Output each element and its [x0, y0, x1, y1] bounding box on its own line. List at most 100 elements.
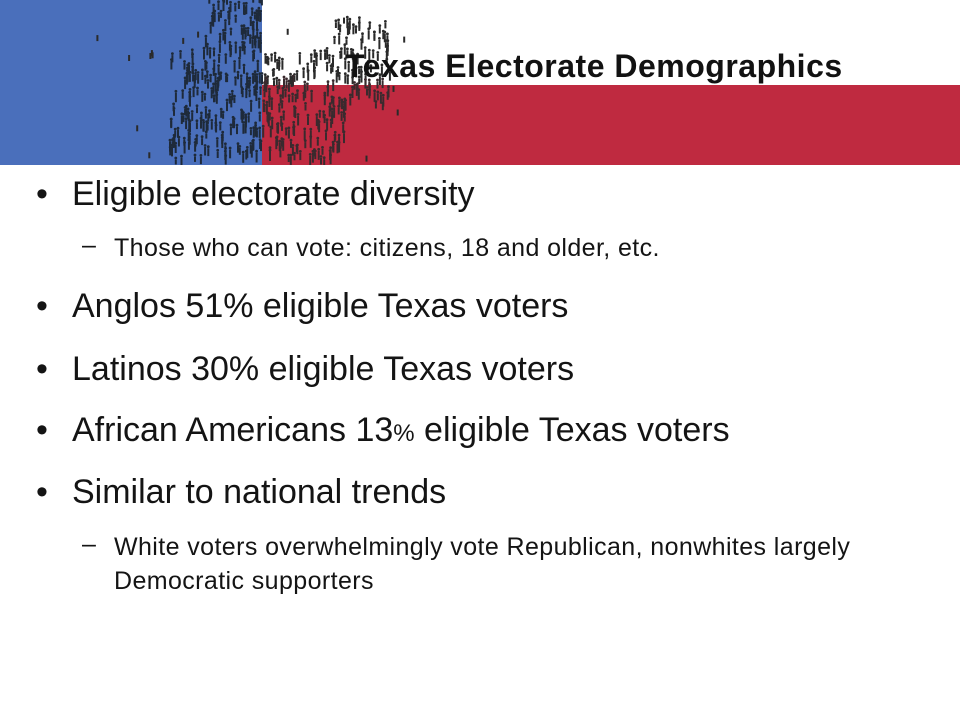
- crowd-figure-body: [292, 77, 294, 87]
- bullet-text: Anglos 51% eligible Texas voters: [72, 287, 569, 325]
- crowd-figure-head: [188, 88, 192, 91]
- crowd-figure-body: [263, 91, 266, 98]
- crowd-figure-body: [351, 71, 354, 80]
- crowd-figure-head: [206, 121, 210, 125]
- bullet-text: Eligible electorate diversity: [72, 175, 475, 213]
- crowd-figure-body: [258, 100, 261, 109]
- crowd-figure-head: [371, 49, 375, 52]
- crowd-figure-head: [343, 43, 347, 47]
- crowd-figure-head: [369, 64, 373, 67]
- crowd-figure-body: [372, 52, 375, 59]
- crowd-figure-head: [219, 9, 223, 13]
- crowd-figure-body: [353, 84, 356, 90]
- crowd-texas-map-image: [96, 0, 406, 165]
- crowd-figure-head: [259, 41, 262, 45]
- crowd-figure-head: [238, 145, 242, 148]
- crowd-figure-head: [292, 120, 296, 124]
- crowd-figure-body: [191, 51, 194, 58]
- crowd-figure-head: [291, 144, 295, 147]
- crowd-figure-head: [325, 47, 329, 50]
- crowd-figure-body: [257, 9, 260, 16]
- crowd-figure-body: [255, 76, 258, 85]
- crowd-figure-head: [190, 110, 194, 113]
- crowd-figure-body: [205, 133, 208, 139]
- crowd-figure-head: [255, 73, 259, 76]
- crowd-figure-head: [185, 71, 189, 75]
- crowd-figure-body: [352, 26, 355, 35]
- crowd-figure-head: [384, 20, 387, 23]
- crowd-figure-body: [381, 104, 384, 111]
- crowd-figure-body: [197, 74, 200, 84]
- crowd-figure-head: [329, 118, 333, 122]
- crowd-figure-head: [333, 130, 337, 134]
- crowd-figure-head: [228, 41, 232, 44]
- crowd-figure-head: [241, 150, 245, 154]
- crowd-figure-body: [381, 80, 384, 89]
- crowd-figure-body: [148, 152, 151, 159]
- crowd-figure-body: [291, 146, 294, 156]
- crowd-figure-head: [323, 49, 327, 53]
- crowd-figure-body: [360, 41, 363, 50]
- crowd-figure-head: [270, 97, 274, 101]
- crowd-figure-body: [281, 60, 284, 70]
- crowd-figure-body: [250, 102, 253, 112]
- crowd-figure-head: [218, 32, 222, 36]
- crowd-figure-body: [217, 67, 220, 75]
- crowd-figure-body: [188, 65, 190, 75]
- crowd-figure-body: [228, 43, 231, 51]
- crowd-figure-body: [274, 54, 277, 63]
- crowd-figure-body: [213, 62, 216, 72]
- crowd-figure-body: [334, 133, 337, 140]
- crowd-figure-head: [279, 146, 282, 150]
- crowd-figure-body: [376, 54, 379, 61]
- crowd-figure-head: [336, 66, 340, 69]
- crowd-figure-head: [186, 107, 190, 111]
- crowd-figure-head: [284, 88, 287, 92]
- crowd-figure-body: [284, 91, 287, 98]
- crowd-figure-body: [195, 122, 198, 130]
- crowd-figure-body: [217, 15, 220, 22]
- crowd-figure-body: [241, 43, 244, 52]
- crowd-figure-body: [338, 74, 341, 81]
- crowd-figure-head: [206, 145, 210, 149]
- crowd-figure-head: [298, 52, 302, 55]
- crowd-figure-body: [240, 89, 243, 94]
- crowd-figure-head: [361, 32, 364, 36]
- crowd-figure-body: [257, 12, 260, 22]
- crowd-figure-body: [96, 35, 99, 42]
- crowd-figure-body: [280, 140, 283, 147]
- crowd-figure-body: [255, 152, 258, 163]
- crowd-figure-body: [345, 39, 348, 45]
- crowd-figure-head: [306, 69, 310, 72]
- crowd-figure-head: [343, 72, 347, 76]
- crowd-figure-head: [228, 146, 232, 150]
- crowd-figure-body: [248, 92, 251, 98]
- crowd-figure-body: [378, 27, 381, 34]
- crowd-figure-head: [257, 97, 261, 101]
- crowd-figure-body: [222, 2, 225, 11]
- crowd-figure-head: [193, 153, 197, 157]
- crowd-figure-body: [201, 93, 204, 102]
- crowd-figure-body: [216, 82, 219, 92]
- crowd-figure-body: [234, 5, 237, 12]
- crowd-figure-head: [188, 70, 192, 74]
- crowd-figure-body: [252, 129, 255, 138]
- crowd-figure-head: [259, 139, 263, 143]
- crowd-figure-head: [195, 119, 199, 123]
- crowd-figure-body: [216, 140, 219, 148]
- crowd-figure-body: [309, 138, 312, 148]
- crowd-figure-head: [256, 9, 260, 13]
- crowd-figure-body: [403, 36, 406, 43]
- bullet-dot: •: [36, 175, 48, 213]
- crowd-figure-head: [360, 70, 363, 74]
- crowd-figure-body: [229, 149, 232, 159]
- crowd-figure-head: [316, 136, 320, 140]
- crowd-figure-body: [226, 101, 228, 112]
- crowd-figure-head: [352, 23, 355, 27]
- crowd-figure-head: [295, 70, 299, 73]
- crowd-figure-body: [296, 72, 299, 81]
- crowd-figure-head: [195, 104, 199, 108]
- crowd-figure-body: [230, 98, 233, 108]
- crowd-figure-body: [269, 149, 271, 155]
- crowd-figure-head: [278, 139, 282, 143]
